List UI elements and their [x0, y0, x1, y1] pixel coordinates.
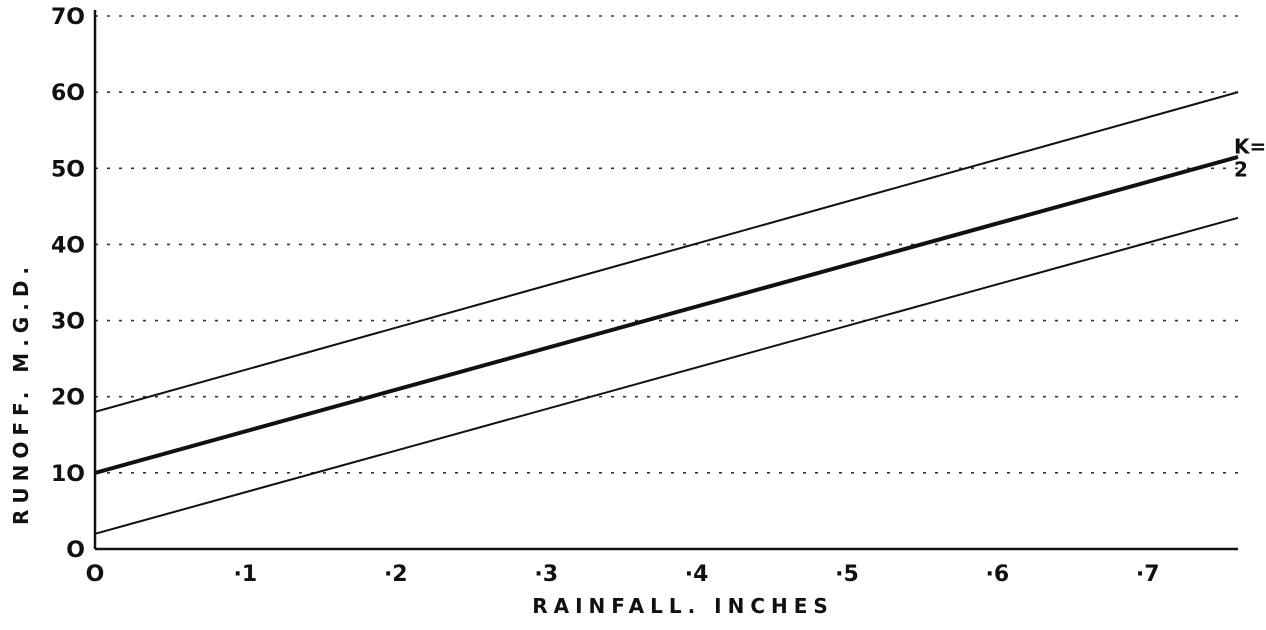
y-tick-label: 3O	[51, 310, 85, 335]
y-tick-label: 6O	[51, 81, 85, 106]
series-line-2	[95, 157, 1238, 473]
x-tick-label: ·7	[1136, 562, 1160, 587]
x-tick-label: ·1	[234, 562, 258, 587]
annotation-1: K= ·9	[1234, 134, 1266, 158]
x-tick-labels: O ·1 ·2 ·3 ·4 ·5 ·6 ·7	[86, 562, 1160, 587]
annotation-2: 2	[1234, 157, 1248, 181]
y-tick-label: 4O	[51, 233, 85, 258]
y-tick-label: 2O	[51, 386, 85, 411]
y-tick-label: O	[66, 538, 85, 563]
y-axis-label: RUNOFF. M.G.D.	[9, 261, 33, 525]
x-tick-label: ·4	[685, 562, 709, 587]
x-axis-label: RAINFALL. INCHES	[532, 594, 834, 618]
gridlines	[95, 16, 1238, 473]
x-tick-label: O	[86, 562, 105, 587]
x-tick-label: ·2	[384, 562, 408, 587]
axes	[95, 10, 1238, 549]
y-tick-labels: O 1O 2O 3O 4O 5O 6O 7O	[51, 5, 85, 563]
x-tick-label: ·6	[986, 562, 1010, 587]
y-tick-label: 7O	[51, 5, 85, 30]
annotations: K= ·92	[1234, 134, 1266, 181]
series-line-1	[95, 92, 1238, 412]
x-tick-label: ·3	[534, 562, 558, 587]
series-lines	[95, 92, 1238, 534]
x-tick-label: ·5	[835, 562, 859, 587]
y-tick-label: 1O	[51, 462, 85, 487]
series-line-3	[95, 218, 1238, 534]
y-tick-label: 5O	[51, 157, 85, 182]
